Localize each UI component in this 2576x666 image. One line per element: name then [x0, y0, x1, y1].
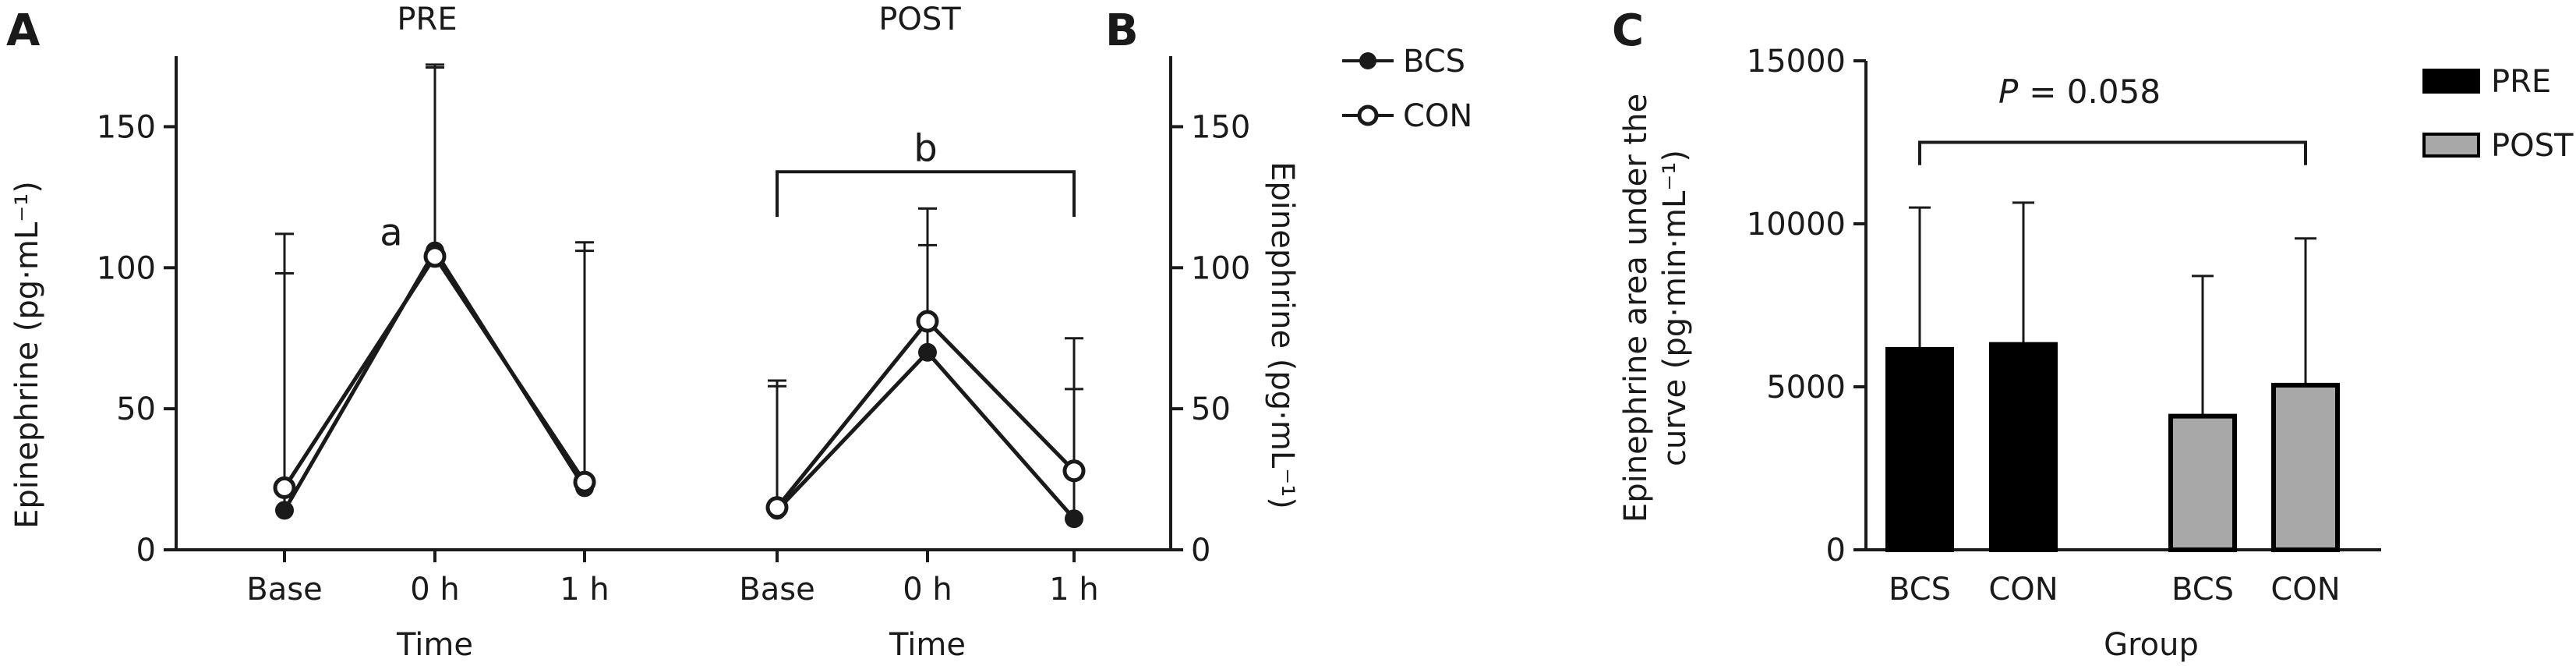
panel-c-y-tick-label: 15000	[1747, 44, 1846, 80]
panel-c-significance-bracket	[1918, 140, 2307, 165]
panel-a-xlabel: Time	[396, 627, 473, 663]
panel-c-x-tick-label: BCS	[1889, 572, 1951, 608]
panel-c-y-tick-label: 10000	[1747, 207, 1846, 243]
panel-a-con-point	[273, 476, 296, 499]
panel-a-x-tick-label: Base	[246, 572, 322, 608]
legend-post-swatch	[2422, 133, 2480, 158]
panel-b-bcs-point	[1065, 509, 1083, 529]
panel-a-x-tick-label: 0 h	[410, 572, 460, 608]
panel-c-y-tick-label: 0	[1826, 533, 1846, 569]
panel-a-y-tick-label: 150	[97, 109, 156, 145]
panel-c-bar-post-con	[2271, 382, 2340, 552]
panel-b-con-point	[1062, 459, 1086, 483]
panel-c-bar-pre-con	[1989, 342, 2058, 552]
legend-con-marker	[1357, 105, 1379, 126]
legend-c: PRE POST	[2422, 64, 2574, 164]
panel-a-title: PRE	[397, 2, 457, 37]
panel-b-xlabel: Time	[889, 627, 966, 663]
panel-b-y-tick-label: 50	[1191, 391, 1231, 427]
panel-a-y-tick-label: 0	[136, 533, 156, 569]
panel-c-x-tick-label: CON	[1988, 572, 2058, 608]
panel-label-c: C	[1612, 5, 1644, 56]
panel-b-x-tick-label: Base	[739, 572, 814, 608]
panel-a-y-tick-label: 100	[97, 250, 156, 286]
panel-a-con-line	[282, 253, 587, 489]
panel-c-y-tick-label: 5000	[1766, 370, 1846, 406]
panel-b-bcs-point	[918, 342, 937, 362]
panel-b-ylabel: Epinephrine (pg·mL⁻¹)	[1264, 161, 1300, 509]
panel-a-con-point	[423, 245, 447, 268]
panel-b-y-tick-label: 150	[1191, 109, 1250, 145]
panel-a-bcs-line	[282, 246, 587, 512]
legend-post-label: POST	[2491, 128, 2574, 164]
panel-b-con-point	[765, 496, 789, 519]
panel-b-y-tick-label: 100	[1191, 250, 1250, 286]
panel-a-y-tick-label: 50	[116, 391, 156, 427]
panel-c-bar-pre-bcs	[1885, 346, 1954, 552]
panel-a-annotation: a	[380, 211, 402, 254]
panel-c-xlabel: Group	[2104, 627, 2199, 663]
panel-b-significance-bracket	[776, 170, 1076, 218]
legend-bcs-marker	[1359, 52, 1376, 69]
panel-a-bcs-point	[275, 501, 294, 520]
p-symbol: P	[1998, 73, 2019, 111]
panel-label-b: B	[1105, 5, 1139, 56]
plot-layer: 0 50 100 150 Base 0 h 1 h a 0 50 100 150 Base 0 h 1 h b…	[97, 44, 2381, 608]
panel-b-con-point	[916, 310, 939, 333]
panel-a-ylabel: Epinephrine (pg·mL⁻¹)	[9, 181, 45, 529]
panel-b-x-tick-label: 0 h	[903, 572, 952, 608]
panel-b-y-tick-label: 0	[1191, 533, 1210, 569]
legend-bcs-label: BCS	[1403, 44, 1465, 80]
panel-a-con-point	[573, 470, 596, 494]
panel-b-x-tick-label: 1 h	[1049, 572, 1099, 608]
panel-c-bar-post-bcs	[2168, 413, 2237, 552]
panel-b-bcs-line	[776, 349, 1076, 520]
legend-pre-label: PRE	[2491, 64, 2551, 100]
panel-c-ylabel-line1: Epinephrine area under the	[1618, 94, 1654, 523]
panel-b-title: POST	[878, 2, 961, 37]
legend-con-label: CON	[1403, 98, 1472, 134]
panel-c-x-tick-label: BCS	[2171, 572, 2234, 608]
p-value-label: P = 0.058	[1998, 73, 2161, 111]
panel-c-ylabel-line2: curve (pg·min·mL⁻¹)	[1657, 150, 1693, 466]
legend-ab: BCS CON	[1342, 44, 1472, 134]
panel-label-a: A	[6, 5, 41, 56]
p-value: = 0.058	[2029, 73, 2161, 111]
legend-pre-swatch	[2422, 69, 2480, 94]
panel-b-bracket-label: b	[913, 126, 937, 170]
panel-a-x-tick-label: 1 h	[560, 572, 610, 608]
panel-c-x-tick-label: CON	[2270, 572, 2340, 608]
